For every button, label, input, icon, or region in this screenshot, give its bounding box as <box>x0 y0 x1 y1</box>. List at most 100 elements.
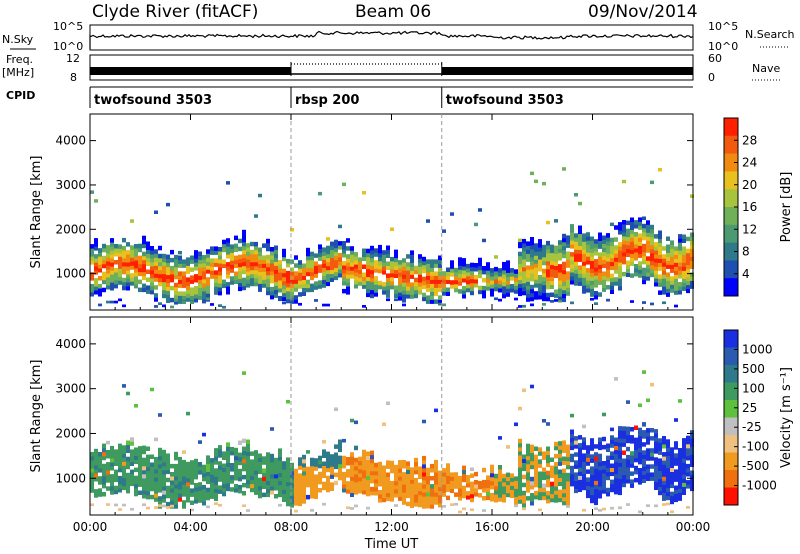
range-cell <box>666 252 670 257</box>
range-cell <box>686 248 690 254</box>
range-cell <box>630 479 634 484</box>
range-cell <box>310 255 314 261</box>
range-cell <box>522 454 526 459</box>
range-cell <box>686 252 690 258</box>
range-cell <box>510 272 514 277</box>
range-cell <box>462 266 466 271</box>
range-cell <box>362 461 366 467</box>
range-cell <box>374 462 378 468</box>
range-cell <box>642 478 646 483</box>
range-cell <box>518 491 522 496</box>
range-cell <box>90 292 94 297</box>
velocity-colorbar-tick-label: -500 <box>742 459 769 473</box>
range-cell <box>190 488 194 493</box>
range-cell <box>146 253 150 258</box>
range-cell <box>106 273 110 278</box>
range-cell <box>126 286 130 291</box>
range-cell <box>594 251 598 256</box>
range-cell <box>98 288 102 293</box>
range-cell <box>402 464 406 469</box>
range-cell <box>650 476 654 481</box>
range-cell <box>98 256 102 261</box>
range-cell <box>522 242 526 248</box>
range-cell <box>690 442 694 447</box>
range-cell <box>574 261 578 266</box>
range-cell <box>250 459 254 464</box>
range-cell <box>578 463 582 468</box>
range-cell <box>230 446 234 452</box>
range-cell <box>202 255 206 260</box>
range-cell <box>142 239 146 245</box>
range-cell <box>158 463 162 469</box>
range-cell <box>566 456 570 462</box>
range-cell <box>522 507 526 511</box>
range-cell <box>642 466 646 471</box>
range-cell <box>526 459 530 465</box>
range-cell <box>182 476 186 481</box>
range-cell <box>238 246 242 252</box>
range-cell <box>246 439 250 444</box>
range-cell <box>210 482 214 487</box>
range-cell <box>222 455 226 460</box>
range-cell <box>686 272 690 278</box>
range-cell <box>690 450 694 455</box>
range-cell <box>630 257 634 262</box>
range-cell <box>610 443 614 448</box>
range-cell <box>642 247 646 253</box>
range-cell <box>194 470 198 476</box>
range-cell <box>270 267 274 272</box>
range-cell <box>662 262 666 267</box>
range-cell <box>286 469 290 474</box>
range-cell <box>306 287 310 293</box>
range-cell <box>586 248 590 253</box>
freq-band-3 <box>441 67 693 75</box>
range-cell <box>426 295 430 300</box>
range-cell <box>110 250 114 255</box>
range-cell <box>590 486 594 492</box>
range-cell <box>342 471 346 477</box>
range-cell <box>110 300 114 304</box>
range-cell <box>646 276 650 281</box>
range-cell <box>210 274 214 279</box>
range-cell <box>174 488 178 493</box>
range-cell <box>214 480 218 485</box>
range-cell <box>490 484 494 490</box>
range-cell <box>166 453 170 458</box>
range-cell <box>330 474 334 479</box>
range-cell <box>618 438 622 443</box>
range-cell <box>434 484 438 489</box>
range-cell <box>142 449 146 455</box>
range-cell <box>466 271 470 277</box>
range-cell <box>494 274 498 280</box>
range-cell <box>422 268 426 274</box>
range-cell <box>226 274 230 279</box>
range-cell <box>402 500 406 505</box>
range-cell <box>258 477 262 483</box>
range-cell <box>554 299 558 302</box>
range-cell <box>322 473 326 479</box>
range-cell <box>398 480 402 485</box>
nsky-axis-hi: 10^5 <box>53 20 83 33</box>
range-cell <box>318 268 322 273</box>
range-cell <box>670 240 674 245</box>
range-cell <box>218 247 222 252</box>
range-cell <box>94 282 98 287</box>
range-cell <box>598 481 602 487</box>
range-cell <box>230 264 234 269</box>
range-cell <box>582 245 586 250</box>
velocity-colorbar-tick-label: 1000 <box>742 342 773 356</box>
range-cell <box>318 256 322 261</box>
range-cell <box>334 460 338 465</box>
range-cell <box>438 502 442 508</box>
range-cell <box>546 458 550 464</box>
range-cell <box>438 279 442 284</box>
range-cell <box>430 263 434 268</box>
range-cell <box>326 269 330 275</box>
range-cell <box>678 468 682 473</box>
range-cell <box>90 480 94 485</box>
range-cell <box>658 246 662 251</box>
range-cell <box>526 467 530 473</box>
range-cell <box>258 247 262 252</box>
range-cell <box>422 264 426 270</box>
range-cell <box>634 252 638 257</box>
